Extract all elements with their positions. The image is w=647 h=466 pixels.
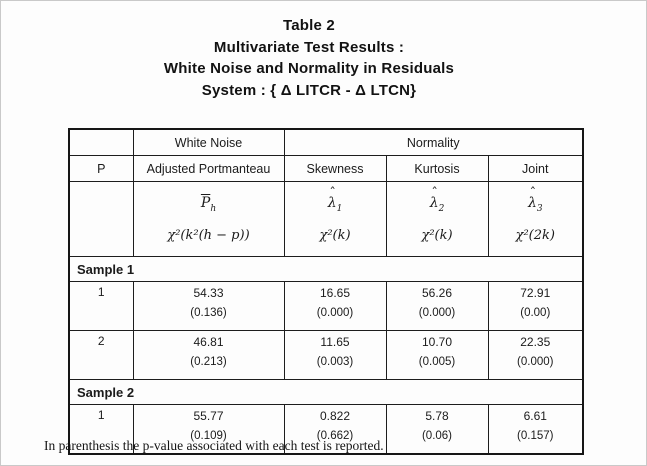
p-value: (0.662) [316, 430, 354, 442]
formula-skewness: ˆ λ1 χ²(k) [283, 181, 387, 257]
p-value: (0.000) [316, 307, 354, 319]
table-row: 1 55.77 (0.109) 0.822 (0.662) 5.78 (0.06… [68, 404, 584, 455]
joint-distribution: χ²(2k) [515, 227, 555, 243]
title-line-3: White Noise and Normality in Residuals [163, 60, 455, 77]
portmanteau-cell: 46.81 (0.213) [132, 330, 285, 380]
portmanteau-distribution: χ²(k²(h − p)) [167, 227, 250, 243]
title-line-2: Multivariate Test Results : [213, 38, 405, 56]
p-value: (0.005) [418, 356, 456, 368]
group-header-white-noise: White Noise [132, 128, 285, 156]
col-header-skewness: Skewness [283, 155, 387, 182]
portmanteau-cell: 55.77 (0.109) [132, 404, 285, 455]
p-value: (0.157) [517, 430, 554, 442]
kurtosis-statistic-symbol: ˆ λ2 [429, 186, 445, 215]
joint-cell: 72.91 (0.00) [487, 281, 584, 331]
skewness-cell: 16.65 (0.000) [283, 281, 387, 331]
group-header-normality: Normality [283, 128, 584, 156]
section-label: Sample 1 [68, 256, 584, 282]
results-table: White Noise Normality P Adjusted Portman… [68, 128, 585, 455]
formula-kurtosis: ˆ λ2 χ²(k) [385, 181, 489, 257]
joint-cell: 22.35 (0.000) [487, 330, 584, 380]
skewness-cell: 11.65 (0.003) [283, 330, 387, 380]
portmanteau-cell: 54.33 (0.136) [132, 281, 285, 331]
title-line-1: Table 2 [283, 17, 335, 34]
kurtosis-cell: 5.78 (0.06) [385, 404, 489, 455]
p-value: (0.213) [190, 356, 227, 368]
skewness-cell: 0.822 (0.662) [283, 404, 387, 455]
col-header-portmanteau: Adjusted Portmanteau [132, 155, 285, 182]
corner-cell [68, 128, 134, 156]
statistic-formula-row: Ph χ²(k²(h − p)) ˆ λ1 χ²(k) ˆ λ2 χ²(k) ˆ λ3 [68, 181, 584, 257]
joint-cell: 6.61 (0.157) [487, 404, 584, 455]
section-band-sample-1: Sample 1 [68, 256, 584, 282]
column-header-row: P Adjusted Portmanteau Skewness Kurtosis… [68, 155, 584, 182]
title-line-4: System : { Δ LITCR - Δ LTCN} [201, 81, 417, 99]
table-row: 2 46.81 (0.213) 11.65 (0.003) 10.70 (0.0… [68, 330, 584, 380]
formula-portmanteau: Ph χ²(k²(h − p)) [132, 181, 285, 257]
col-header-p: P [68, 155, 134, 182]
p-value: (0.109) [190, 430, 227, 442]
formula-empty-cell [68, 181, 134, 257]
group-header-row: White Noise Normality [68, 128, 584, 156]
joint-statistic-symbol: ˆ λ3 [527, 186, 543, 215]
p-cell: 1 [68, 404, 134, 455]
table-footnote: In parenthesis the p-value associated wi… [44, 438, 384, 453]
section-label: Sample 2 [68, 379, 584, 405]
p-value: (0.000) [517, 356, 554, 368]
p-value: (0.00) [520, 307, 551, 319]
section-band-sample-2: Sample 2 [68, 379, 584, 405]
kurtosis-cell: 56.26 (0.000) [385, 281, 489, 331]
table-title: Table 2 Multivariate Test Results : Whit… [0, 15, 618, 101]
portmanteau-statistic-symbol: Ph [200, 195, 217, 215]
table-row: 1 54.33 (0.136) 16.65 (0.000) 56.26 (0.0… [68, 281, 584, 331]
col-header-kurtosis: Kurtosis [385, 155, 489, 182]
col-header-joint: Joint [487, 155, 584, 182]
p-cell: 2 [68, 330, 134, 380]
kurtosis-cell: 10.70 (0.005) [385, 330, 489, 380]
p-value: (0.136) [190, 307, 227, 319]
kurtosis-distribution: χ²(k) [421, 227, 453, 243]
formula-joint: ˆ λ3 χ²(2k) [487, 181, 584, 257]
p-value: (0.000) [418, 307, 456, 319]
p-cell: 1 [68, 281, 134, 331]
skewness-statistic-symbol: ˆ λ1 [327, 186, 343, 215]
p-value: (0.06) [421, 430, 453, 442]
p-value: (0.003) [316, 356, 354, 368]
skewness-distribution: χ²(k) [319, 227, 351, 243]
